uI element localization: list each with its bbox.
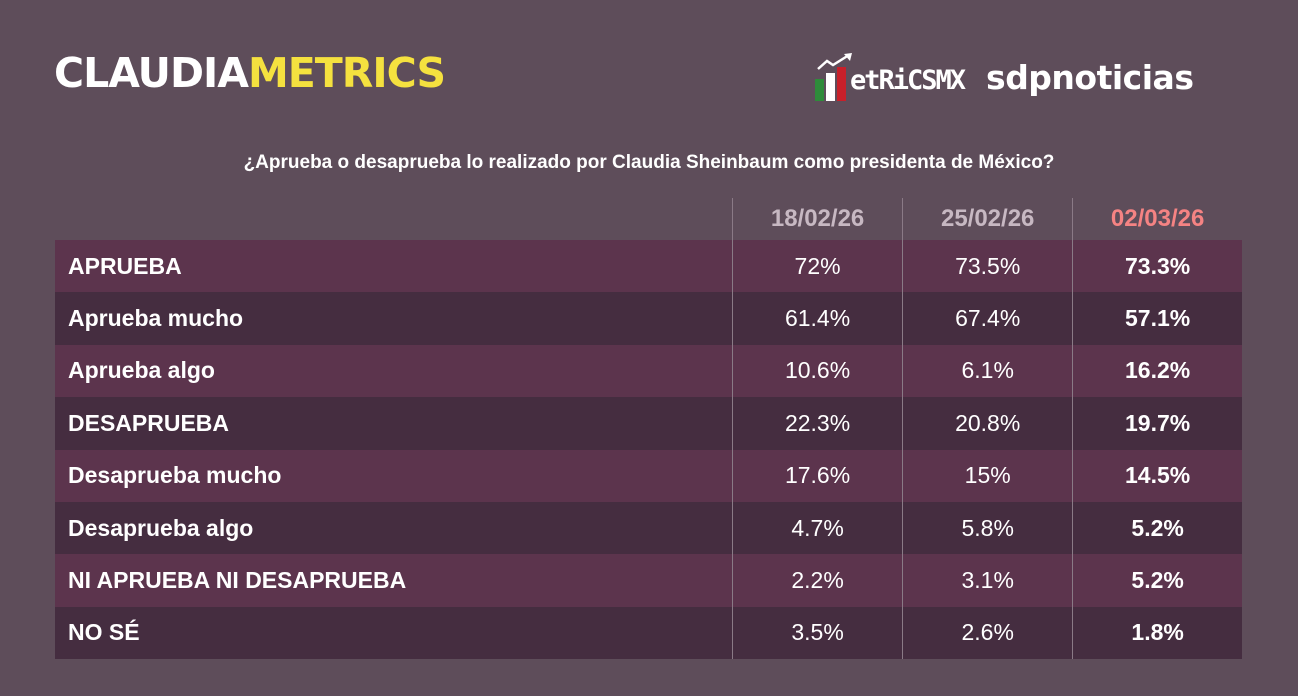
logo-part-claudia: CLAUDIA [54, 49, 249, 97]
table-row: APRUEBA 72% 73.5% 73.3% [55, 240, 1242, 293]
red-bar-icon [837, 67, 846, 101]
table-row: Desaprueba mucho 17.6% 15% 14.5% [55, 449, 1242, 502]
partner-logos: etRiCSMX sdpnoticias [815, 52, 1194, 102]
table-row: NI APRUEBA NI DESAPRUEBA 2.2% 3.1% 5.2% [55, 554, 1242, 607]
cell-value: 73.3% [1072, 240, 1242, 293]
column-date: 25/02/26 [902, 198, 1073, 240]
cell-value: 20.8% [902, 397, 1073, 450]
cell-value: 6.1% [902, 344, 1073, 398]
trend-arrow-icon [817, 53, 852, 70]
cell-value: 3.1% [902, 554, 1073, 607]
column-date-latest: 02/03/26 [1072, 198, 1242, 240]
green-bar-icon [815, 79, 824, 101]
cell-value: 2.6% [902, 606, 1073, 660]
row-label: Aprueba algo [55, 344, 733, 398]
sdpnoticias-logo: sdpnoticias [986, 57, 1194, 97]
cell-value: 61.4% [731, 292, 903, 345]
metricsmx-text: etRiCSMX [850, 65, 966, 96]
results-table: 18/02/26 25/02/26 02/03/26 APRUEBA 72% 73.… [55, 198, 1242, 660]
cell-value: 1.8% [1072, 606, 1242, 660]
logo-part-metrics: METRICS [248, 49, 446, 97]
cell-value: 5.8% [902, 501, 1073, 555]
cell-value: 5.2% [1072, 501, 1242, 555]
survey-question: ¿Aprueba o desaprueba lo realizado por C… [243, 152, 1055, 173]
cell-value: 3.5% [731, 606, 903, 660]
metricsmx-logo: etRiCSMX [815, 53, 966, 101]
cell-value: 10.6% [731, 344, 903, 398]
header-row: 18/02/26 25/02/26 02/03/26 [55, 198, 1242, 240]
cell-value: 22.3% [731, 397, 903, 450]
table-row: Desaprueba algo 4.7% 5.8% 5.2% [55, 501, 1242, 555]
cell-value: 5.2% [1072, 554, 1242, 607]
cell-value: 67.4% [902, 292, 1073, 345]
row-label: Desaprueba algo [55, 501, 733, 555]
cell-value: 57.1% [1072, 292, 1242, 345]
cell-value: 72% [731, 240, 903, 293]
row-label: NI APRUEBA NI DESAPRUEBA [55, 554, 733, 607]
row-label: Aprueba mucho [55, 292, 733, 345]
claudiametrics-logo: CLAUDIAMETRICS [54, 48, 446, 98]
cell-value: 14.5% [1072, 449, 1242, 502]
column-date: 18/02/26 [731, 198, 903, 240]
table-row: NO SÉ 3.5% 2.6% 1.8% [55, 606, 1242, 660]
cell-value: 16.2% [1072, 344, 1242, 398]
cell-value: 17.6% [731, 449, 903, 502]
row-label: NO SÉ [55, 606, 733, 660]
row-label: Desaprueba mucho [55, 449, 733, 502]
row-label: DESAPRUEBA [55, 397, 733, 450]
table-row: DESAPRUEBA 22.3% 20.8% 19.7% [55, 397, 1242, 450]
cell-value: 2.2% [731, 554, 903, 607]
table-row: Aprueba mucho 61.4% 67.4% 57.1% [55, 292, 1242, 345]
table-row: Aprueba algo 10.6% 6.1% 16.2% [55, 344, 1242, 398]
row-label: APRUEBA [55, 240, 733, 293]
cell-value: 73.5% [902, 240, 1073, 293]
cell-value: 19.7% [1072, 397, 1242, 450]
cell-value: 4.7% [731, 501, 903, 555]
white-bar-icon [826, 73, 835, 101]
cell-value: 15% [902, 449, 1073, 502]
header-empty [55, 198, 733, 240]
